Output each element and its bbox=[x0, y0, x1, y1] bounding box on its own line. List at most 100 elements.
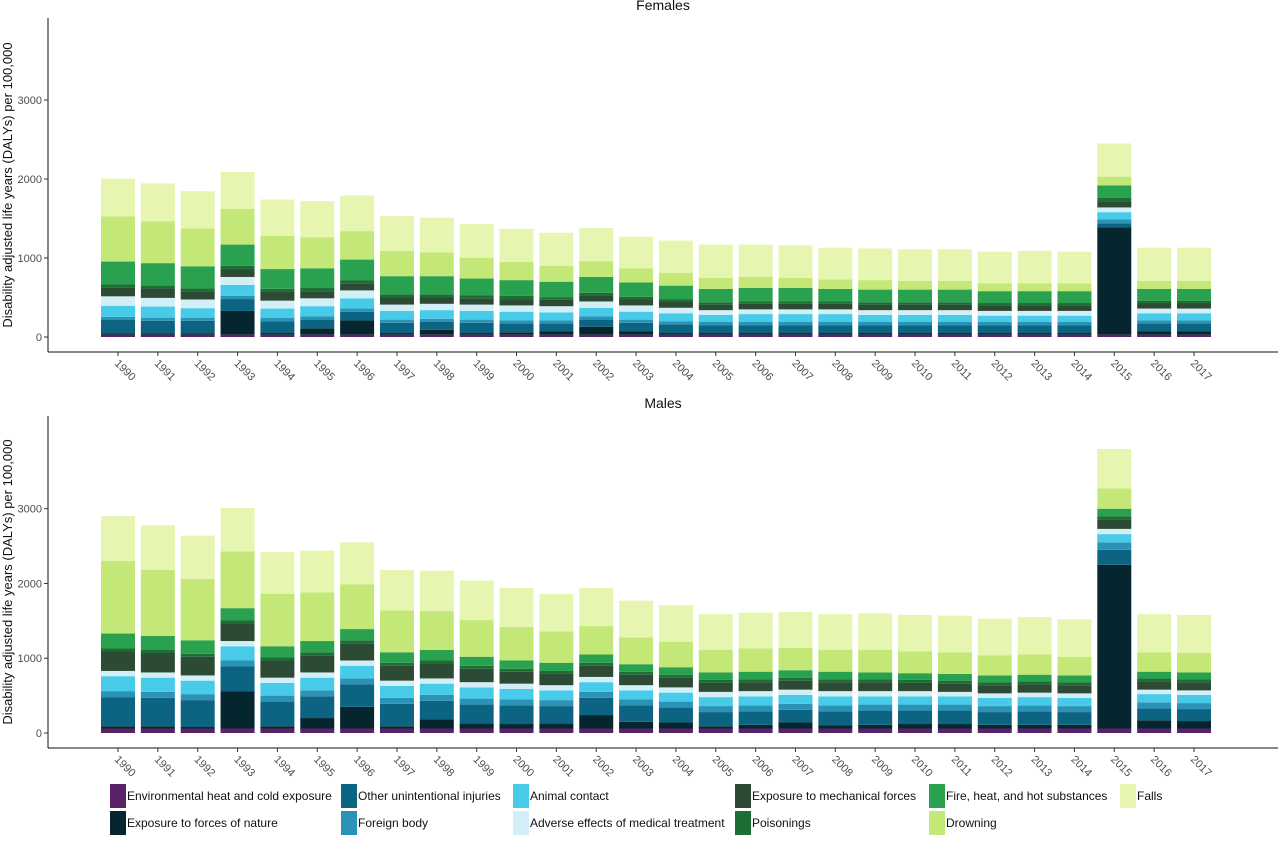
legend-swatch-10 bbox=[929, 811, 945, 835]
bar-segment-drowning-2017 bbox=[1177, 653, 1211, 673]
bar-segment-animal-contact-2009 bbox=[858, 314, 893, 322]
bar-segment-drowning-1998 bbox=[419, 252, 454, 277]
bar-segment-drowning-2000 bbox=[499, 261, 534, 281]
bar-segment-adverse-effects-of-medical-treatment-2000 bbox=[499, 305, 534, 312]
bar-segment-falls-2004 bbox=[658, 605, 693, 642]
bar-segment-exposure-to-forces-of-nature-2017 bbox=[1177, 721, 1211, 729]
bar-segment-animal-contact-2009 bbox=[858, 696, 893, 705]
bar-segment-foreign-body-1991 bbox=[140, 317, 175, 321]
bar-segment-poisonings-2012 bbox=[977, 682, 1012, 686]
bar-segment-environmental-heat-and-cold-exposure-1991 bbox=[140, 728, 175, 733]
bar-segment-poisonings-2003 bbox=[619, 296, 654, 300]
bar-segment-fire-heat-and-hot-substances-2010 bbox=[898, 673, 933, 680]
bar-segment-drowning-1992 bbox=[180, 578, 215, 641]
bar-segment-animal-contact-2001 bbox=[539, 312, 574, 321]
bar-segment-animal-contact-1996 bbox=[340, 665, 375, 679]
bar-segment-animal-contact-1990 bbox=[101, 305, 135, 317]
bar-segment-exposure-to-forces-of-nature-1996 bbox=[340, 320, 375, 335]
bar-segment-foreign-body-2008 bbox=[818, 705, 853, 712]
x-tick-label: 1999 bbox=[471, 754, 497, 780]
bar-segment-other-unintentional-injuries-1992 bbox=[180, 320, 215, 334]
bar-segment-foreign-body-2003 bbox=[619, 699, 654, 706]
bar-segment-exposure-to-forces-of-nature-1995 bbox=[300, 328, 335, 335]
bar-segment-drowning-1997 bbox=[379, 610, 414, 653]
bar-segment-exposure-to-mechanical-forces-1997 bbox=[379, 297, 414, 305]
bar-segment-exposure-to-forces-of-nature-2005 bbox=[698, 333, 733, 335]
bar-segment-exposure-to-forces-of-nature-1991 bbox=[140, 333, 175, 335]
bar-segment-other-unintentional-injuries-2000 bbox=[499, 323, 534, 333]
bar-segment-exposure-to-forces-of-nature-2015 bbox=[1097, 564, 1132, 729]
bar-segment-animal-contact-2014 bbox=[1057, 697, 1092, 707]
bar-segment-exposure-to-mechanical-forces-2014 bbox=[1057, 305, 1092, 311]
bar-segment-falls-2017 bbox=[1177, 614, 1211, 654]
x-tick-label: 2000 bbox=[510, 754, 536, 780]
bar-segment-adverse-effects-of-medical-treatment-1996 bbox=[340, 660, 375, 666]
bar-segment-exposure-to-forces-of-nature-2013 bbox=[1017, 724, 1052, 729]
bar-segment-falls-2008 bbox=[818, 247, 853, 280]
bar-segment-exposure-to-mechanical-forces-2006 bbox=[738, 303, 773, 310]
bar-segment-environmental-heat-and-cold-exposure-2011 bbox=[937, 334, 972, 337]
bar-segment-fire-heat-and-hot-substances-2005 bbox=[698, 672, 733, 680]
bar-segment-exposure-to-mechanical-forces-2016 bbox=[1137, 303, 1172, 309]
bar-segment-poisonings-2009 bbox=[858, 302, 893, 305]
bar-segment-fire-heat-and-hot-substances-1990 bbox=[101, 633, 135, 649]
panel-title-females: Females bbox=[636, 0, 690, 13]
bar-segment-poisonings-1999 bbox=[459, 295, 494, 299]
bar-segment-exposure-to-mechanical-forces-2011 bbox=[937, 683, 972, 692]
bar-segment-adverse-effects-of-medical-treatment-1995 bbox=[300, 672, 335, 678]
x-tick-label: 1990 bbox=[112, 754, 138, 780]
bar-segment-falls-2003 bbox=[619, 600, 654, 638]
legend-swatch-0 bbox=[110, 784, 126, 808]
bar-segment-exposure-to-mechanical-forces-2002 bbox=[579, 295, 614, 302]
bar-segment-environmental-heat-and-cold-exposure-1997 bbox=[379, 728, 414, 733]
bar-segment-animal-contact-2014 bbox=[1057, 315, 1092, 322]
bar-segment-environmental-heat-and-cold-exposure-2002 bbox=[579, 334, 614, 337]
bar-segment-poisonings-1994 bbox=[260, 657, 295, 661]
bar-segment-fire-heat-and-hot-substances-2009 bbox=[858, 289, 893, 303]
x-tick-label: 2002 bbox=[590, 754, 616, 780]
bar-segment-environmental-heat-and-cold-exposure-1990 bbox=[101, 728, 135, 733]
bar-segment-adverse-effects-of-medical-treatment-2008 bbox=[818, 309, 853, 315]
bar-segment-environmental-heat-and-cold-exposure-1993 bbox=[220, 334, 255, 337]
x-tick-label: 1996 bbox=[351, 754, 377, 780]
bar-segment-foreign-body-1999 bbox=[459, 319, 494, 323]
bar-segment-environmental-heat-and-cold-exposure-1994 bbox=[260, 728, 295, 733]
bar-segment-other-unintentional-injuries-2003 bbox=[619, 705, 654, 722]
y-tick-label: 0 bbox=[36, 332, 42, 344]
bar-segment-falls-2013 bbox=[1017, 250, 1052, 284]
x-tick-label: 1992 bbox=[192, 754, 218, 780]
bar-segment-drowning-1999 bbox=[459, 258, 494, 279]
bar-segment-other-unintentional-injuries-2005 bbox=[698, 325, 733, 334]
bar-segment-fire-heat-and-hot-substances-2014 bbox=[1057, 291, 1092, 304]
bar-segment-poisonings-2015 bbox=[1097, 197, 1132, 202]
bar-segment-drowning-1991 bbox=[140, 221, 175, 264]
bar-segment-other-unintentional-injuries-1999 bbox=[459, 322, 494, 334]
bar-segment-falls-2011 bbox=[937, 249, 972, 281]
bar-segment-animal-contact-2000 bbox=[499, 688, 534, 700]
bar-segment-drowning-2002 bbox=[579, 261, 614, 277]
bar-segment-exposure-to-mechanical-forces-1994 bbox=[260, 660, 295, 678]
bar-segment-poisonings-2014 bbox=[1057, 303, 1092, 306]
bar-segment-environmental-heat-and-cold-exposure-2012 bbox=[977, 728, 1012, 733]
bar-segment-poisonings-2001 bbox=[539, 670, 574, 674]
x-tick-label: 1990 bbox=[112, 358, 138, 384]
bar-segment-exposure-to-mechanical-forces-1990 bbox=[101, 651, 135, 671]
bar-segment-poisonings-1996 bbox=[340, 280, 375, 284]
bar-segment-poisonings-2014 bbox=[1057, 682, 1092, 686]
bar-segment-drowning-1996 bbox=[340, 231, 375, 260]
x-tick-label: 2004 bbox=[670, 754, 696, 780]
bar-segment-exposure-to-forces-of-nature-1993 bbox=[220, 691, 255, 729]
bar-segment-fire-heat-and-hot-substances-2003 bbox=[619, 282, 654, 297]
bar-segment-drowning-2001 bbox=[539, 265, 574, 282]
bar-segment-poisonings-1990 bbox=[101, 648, 135, 652]
legend-swatch-4 bbox=[929, 784, 945, 808]
bar-segment-environmental-heat-and-cold-exposure-2004 bbox=[658, 334, 693, 337]
bar-segment-poisonings-2002 bbox=[579, 292, 614, 296]
bar-segment-exposure-to-forces-of-nature-2000 bbox=[499, 724, 534, 729]
bar-segment-drowning-1995 bbox=[300, 592, 335, 642]
bar-segment-foreign-body-1994 bbox=[260, 695, 295, 702]
bar-segment-animal-contact-1999 bbox=[459, 310, 494, 320]
x-tick-label: 1997 bbox=[391, 358, 417, 384]
bar-segment-foreign-body-1999 bbox=[459, 698, 494, 705]
